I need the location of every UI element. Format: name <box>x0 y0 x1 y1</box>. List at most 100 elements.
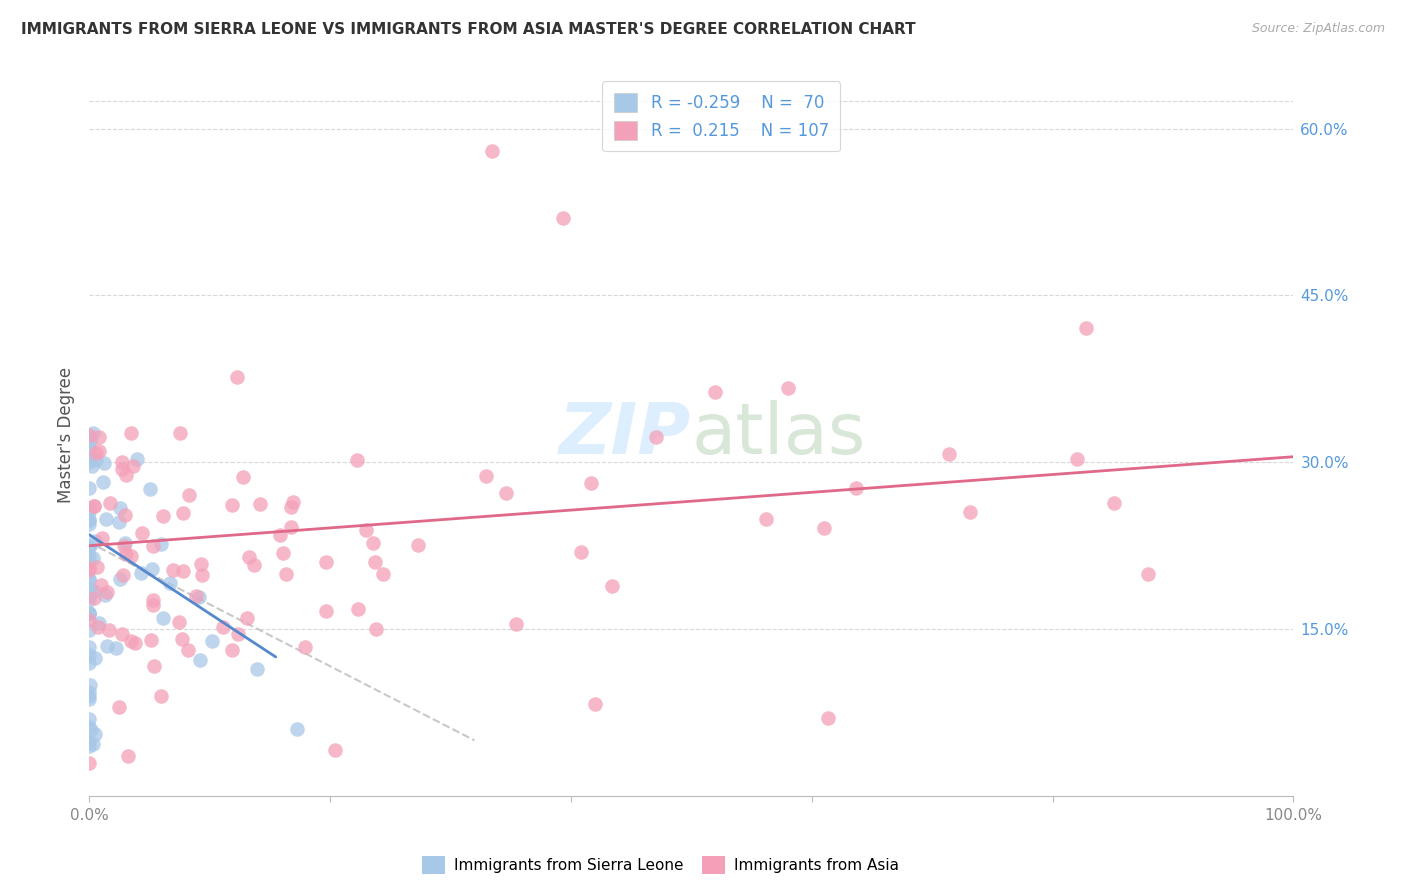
Point <box>77 481 100 495</box>
Point <box>315 604 337 618</box>
Point <box>111 455 134 469</box>
Point <box>80 723 103 737</box>
Point <box>83 651 105 665</box>
Point <box>98 496 121 510</box>
Point <box>938 447 960 461</box>
Point <box>246 662 269 676</box>
Point <box>188 591 211 605</box>
Point <box>77 606 100 620</box>
Point <box>124 636 146 650</box>
Point <box>249 497 271 511</box>
Point <box>142 658 165 673</box>
Point <box>96 585 118 599</box>
Point <box>77 561 100 575</box>
Point <box>77 450 100 464</box>
Point <box>97 623 120 637</box>
Point <box>120 634 142 648</box>
Point <box>82 551 104 566</box>
Point <box>77 623 100 637</box>
Point <box>755 512 778 526</box>
Point <box>107 515 129 529</box>
Point <box>139 633 162 648</box>
Point <box>77 613 100 627</box>
Point <box>122 459 145 474</box>
Point <box>94 588 117 602</box>
Point <box>91 475 114 489</box>
Point <box>111 568 134 582</box>
Point <box>107 699 129 714</box>
Point <box>84 533 107 548</box>
Point <box>77 581 100 595</box>
Point <box>323 743 346 757</box>
Point <box>77 712 100 726</box>
Point <box>776 381 799 395</box>
Point <box>77 734 100 748</box>
Point <box>77 572 100 586</box>
Point <box>77 441 100 455</box>
Point <box>1102 496 1125 510</box>
Point <box>86 446 108 460</box>
Point <box>346 453 368 467</box>
Point <box>172 564 194 578</box>
Point <box>125 451 148 466</box>
Point <box>94 512 117 526</box>
Point <box>89 430 111 444</box>
Point <box>1137 566 1160 581</box>
Point <box>83 591 105 605</box>
Point <box>82 737 104 751</box>
Point <box>77 590 100 604</box>
Point <box>366 622 388 636</box>
Point <box>114 536 136 550</box>
Point <box>77 685 100 699</box>
Point <box>167 615 190 629</box>
Point <box>177 642 200 657</box>
Point <box>138 482 160 496</box>
Point <box>600 579 623 593</box>
Point <box>77 435 100 450</box>
Point <box>280 500 302 514</box>
Point <box>82 459 104 474</box>
Point <box>294 640 316 654</box>
Point <box>152 611 174 625</box>
Point <box>77 756 100 770</box>
Point <box>152 508 174 523</box>
Point <box>120 426 142 441</box>
Point <box>354 523 377 537</box>
Point <box>77 593 100 607</box>
Point <box>79 678 101 692</box>
Point <box>96 639 118 653</box>
Point <box>201 634 224 648</box>
Point <box>226 369 249 384</box>
Point <box>190 557 212 571</box>
Point <box>495 486 517 500</box>
Point <box>83 727 105 741</box>
Point <box>704 385 727 400</box>
Point <box>142 539 165 553</box>
Text: IMMIGRANTS FROM SIERRA LEONE VS IMMIGRANTS FROM ASIA MASTER'S DEGREE CORRELATION: IMMIGRANTS FROM SIERRA LEONE VS IMMIGRAN… <box>21 22 915 37</box>
Point <box>172 506 194 520</box>
Point <box>111 627 134 641</box>
Point <box>505 617 527 632</box>
Point <box>817 711 839 725</box>
Point <box>87 443 110 458</box>
Point <box>236 610 259 624</box>
Point <box>77 607 100 622</box>
Legend: Immigrants from Sierra Leone, Immigrants from Asia: Immigrants from Sierra Leone, Immigrants… <box>416 850 905 880</box>
Point <box>86 452 108 467</box>
Point <box>142 598 165 612</box>
Point <box>363 536 385 550</box>
Legend: R = -0.259    N =  70, R =  0.215    N = 107: R = -0.259 N = 70, R = 0.215 N = 107 <box>602 81 841 152</box>
Point <box>191 568 214 582</box>
Point <box>108 572 131 586</box>
Point <box>104 640 127 655</box>
Text: atlas: atlas <box>692 400 866 469</box>
Point <box>1066 452 1088 467</box>
Point <box>346 602 368 616</box>
Point <box>115 468 138 483</box>
Point <box>77 541 100 555</box>
Point <box>569 545 592 559</box>
Point <box>481 144 503 158</box>
Point <box>77 455 100 469</box>
Point <box>177 488 200 502</box>
Point <box>83 499 105 513</box>
